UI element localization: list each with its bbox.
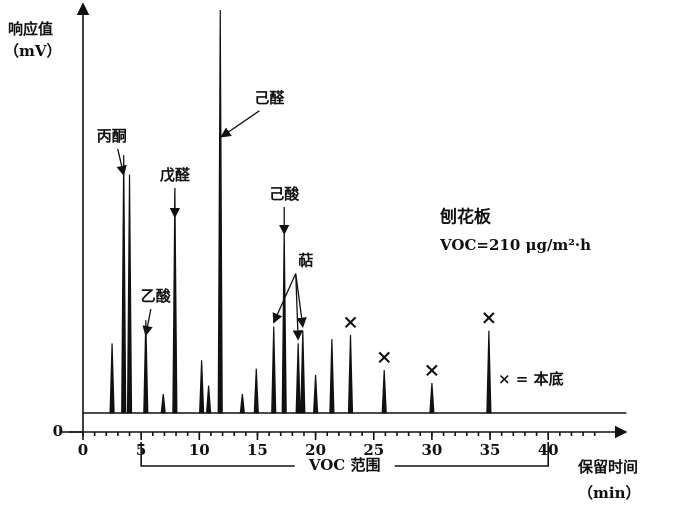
emission-label: VOC=210 μg/m²·h [439,236,591,254]
annotation: 丙酮 [97,127,127,145]
voc-range [140,442,549,467]
x-tick-label: 20 [305,441,326,459]
peak [281,229,287,414]
peak [429,383,435,414]
annotation: 戊醛 [160,166,191,184]
peak [217,9,223,414]
y-tick-label: 0 [53,422,63,440]
annotation: × [342,309,359,333]
peak [109,343,115,414]
peak [143,320,149,414]
peak [253,368,259,414]
annotation: × [424,358,441,382]
annotation-arrow [295,273,307,329]
x-tick-label: 30 [421,441,442,459]
x-tick-label: 35 [480,441,501,459]
x-tick-label: 25 [363,441,384,459]
annotation: × [376,344,393,368]
x-tick-label: 0 [78,441,88,459]
legend-text: × = 本底 [498,370,564,388]
annotation-arrow [142,309,153,337]
annotation-arrow [272,273,297,324]
annotation-arrow [116,148,127,177]
peak [300,330,306,414]
x-label: 保留时间 [577,458,638,476]
annotation: 己酸 [269,185,300,203]
peak [486,330,492,414]
peak [121,155,127,414]
sample-label: 刨花板 [439,207,492,228]
peak [239,393,245,414]
annotation: 乙酸 [141,287,172,305]
annotation: × [481,305,498,329]
x-tick-label: 15 [247,441,268,459]
peak [205,385,212,414]
peak [172,191,178,414]
peak [199,360,205,414]
annotation: 己醛 [254,89,285,107]
peak [271,326,277,414]
voc-label: VOC 范围 [308,456,381,474]
peak [295,343,301,414]
x-tick-label: 10 [189,441,210,459]
peak [347,334,354,414]
peak [126,174,133,414]
x-unit: （min） [578,484,640,502]
peak [381,369,387,414]
peak [329,339,335,414]
peak [312,374,319,414]
annotation: 萜 [298,252,313,270]
y-label: 响应值 [8,20,53,38]
y-unit: （mV） [4,42,62,60]
peak [160,393,166,414]
annotation-arrow [220,110,260,138]
annotation-arrow [292,273,304,341]
